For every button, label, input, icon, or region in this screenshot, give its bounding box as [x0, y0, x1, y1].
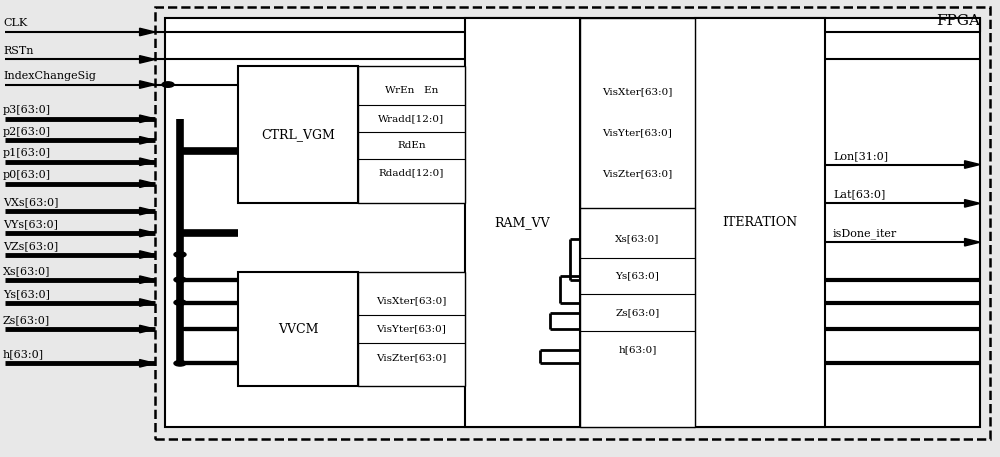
Circle shape [162, 82, 174, 87]
Text: h[63:0]: h[63:0] [618, 345, 657, 354]
Polygon shape [140, 299, 155, 306]
Polygon shape [140, 360, 155, 367]
Polygon shape [140, 115, 155, 122]
Polygon shape [140, 81, 155, 88]
Text: VisYter[63:0]: VisYter[63:0] [377, 324, 446, 334]
Polygon shape [965, 161, 980, 168]
Text: IndexChangeSig: IndexChangeSig [3, 71, 96, 81]
Text: p2[63:0]: p2[63:0] [3, 127, 51, 137]
Text: RSTn: RSTn [3, 46, 34, 56]
Polygon shape [140, 251, 155, 258]
Polygon shape [140, 28, 155, 36]
Bar [155, 7, 990, 439]
Text: p3[63:0]: p3[63:0] [3, 105, 51, 115]
Polygon shape [140, 229, 155, 237]
Text: h[63:0]: h[63:0] [3, 350, 44, 360]
Polygon shape [140, 180, 155, 187]
Polygon shape [140, 137, 155, 144]
Text: VYs[63:0]: VYs[63:0] [3, 219, 58, 229]
Text: Xs[63:0]: Xs[63:0] [3, 266, 50, 276]
Circle shape [174, 361, 186, 366]
Text: Zs[63:0]: Zs[63:0] [3, 315, 50, 325]
Text: Ys[63:0]: Ys[63:0] [616, 271, 659, 281]
Polygon shape [140, 325, 155, 333]
Text: Lon[31:0]: Lon[31:0] [833, 151, 888, 161]
Text: WrEn   En: WrEn En [385, 86, 438, 96]
Bar [358, 272, 465, 386]
Polygon shape [140, 207, 155, 215]
Polygon shape [140, 158, 155, 165]
Bar [358, 66, 465, 203]
Bar [238, 272, 358, 386]
Bar [238, 66, 358, 203]
Text: p1[63:0]: p1[63:0] [3, 148, 51, 158]
Text: Xs[63:0]: Xs[63:0] [615, 234, 660, 244]
Text: RdEn: RdEn [397, 141, 426, 150]
Text: VisYter[63:0]: VisYter[63:0] [603, 128, 672, 137]
Text: RAM_VV: RAM_VV [495, 216, 550, 229]
Text: VisXter[63:0]: VisXter[63:0] [602, 87, 673, 96]
Text: isDone_iter: isDone_iter [833, 228, 897, 239]
Text: FPGA: FPGA [936, 14, 980, 28]
Bar [695, 18, 825, 427]
Circle shape [174, 277, 186, 282]
Polygon shape [965, 239, 980, 246]
Circle shape [174, 252, 186, 257]
Bar [465, 18, 580, 427]
Polygon shape [140, 56, 155, 63]
Text: VZs[63:0]: VZs[63:0] [3, 241, 58, 251]
Bar [165, 18, 980, 427]
Polygon shape [140, 276, 155, 283]
Text: CLK: CLK [3, 18, 27, 28]
Text: VisZter[63:0]: VisZter[63:0] [602, 169, 673, 178]
Circle shape [174, 300, 186, 305]
Text: Rdadd[12:0]: Rdadd[12:0] [379, 169, 444, 178]
Text: p0[63:0]: p0[63:0] [3, 170, 51, 180]
Text: VXs[63:0]: VXs[63:0] [3, 197, 58, 207]
Text: Wradd[12:0]: Wradd[12:0] [378, 114, 445, 123]
Text: CTRL_VGM: CTRL_VGM [261, 128, 335, 141]
Text: VVCM: VVCM [278, 323, 318, 335]
Text: Zs[63:0]: Zs[63:0] [615, 308, 660, 317]
Text: Ys[63:0]: Ys[63:0] [3, 289, 50, 299]
Text: VisZter[63:0]: VisZter[63:0] [376, 353, 447, 362]
Text: VisXter[63:0]: VisXter[63:0] [376, 296, 447, 305]
Text: ITERATION: ITERATION [722, 216, 798, 229]
Text: Lat[63:0]: Lat[63:0] [833, 190, 885, 200]
Bar [580, 18, 695, 427]
Polygon shape [965, 200, 980, 207]
